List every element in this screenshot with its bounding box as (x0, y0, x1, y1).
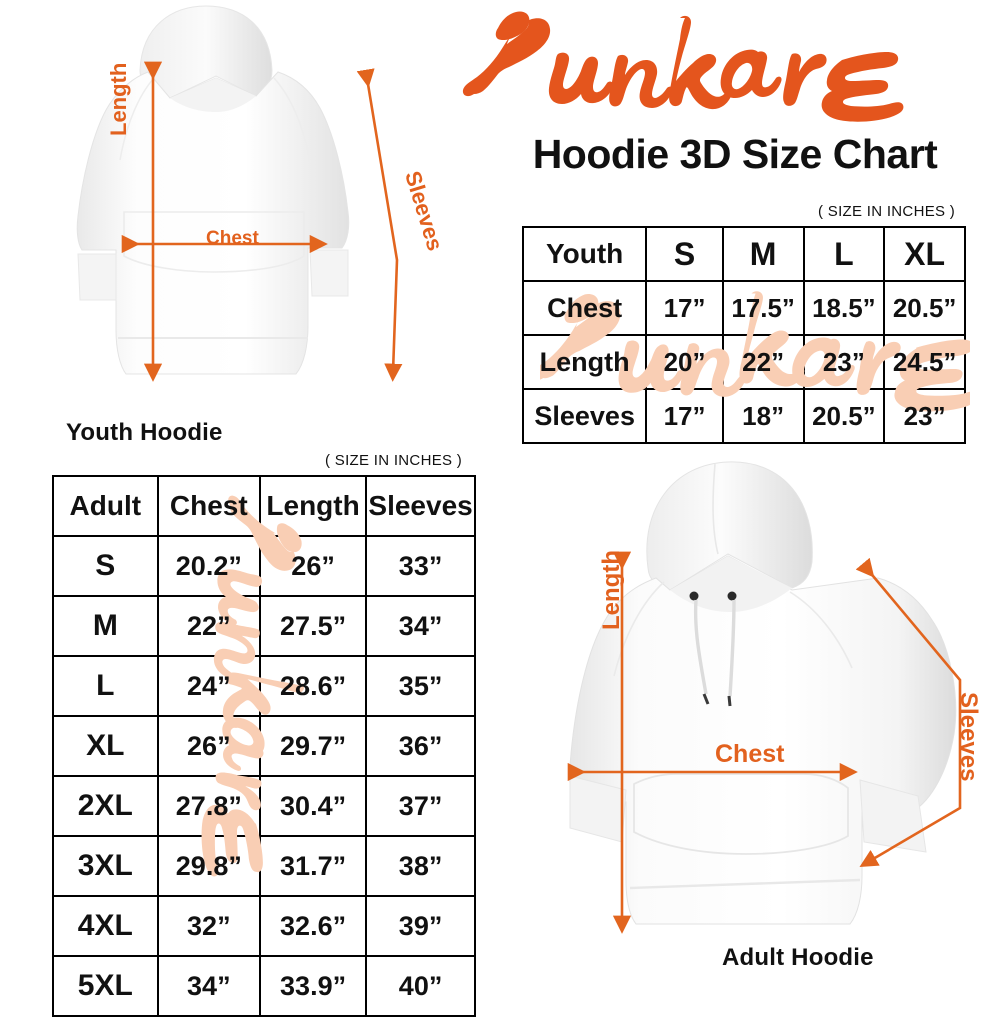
table-row: L 24” 28.6” 35” (52, 655, 476, 717)
table-row: Chest 17” 17.5” 18.5” 20.5” (521, 280, 966, 336)
adult-3xl-sleeves: 38” (365, 835, 476, 897)
adult-xl-length: 29.7” (258, 715, 368, 777)
youth-col-m: M (721, 226, 805, 282)
table-row-header: Youth S M L XL (521, 226, 966, 282)
adult-l-chest: 24” (156, 655, 262, 717)
adult-3xl-chest: 29.8” (156, 835, 262, 897)
adult-chest-label: Chest (715, 740, 785, 768)
adult-row-label-2xl: 2XL (52, 775, 159, 837)
youth-sleeves-m: 18” (721, 388, 805, 444)
youth-chest-m: 17.5” (721, 280, 805, 336)
youth-size-table: Youth S M L XL Chest 17” 17.5” 18.5” 20.… (521, 226, 966, 444)
youth-col-l: L (802, 226, 886, 282)
youth-row-label-sleeves: Sleeves (521, 388, 648, 444)
youth-row-label-length: Length (521, 334, 648, 390)
adult-4xl-sleeves: 39” (365, 895, 476, 957)
youth-length-m: 22” (721, 334, 805, 390)
adult-xl-sleeves: 36” (365, 715, 476, 777)
youth-sleeves-xl: 23” (883, 388, 966, 444)
youth-length-l: 23” (802, 334, 886, 390)
table-row: Sleeves 17” 18” 20.5” 23” (521, 388, 966, 444)
youth-length-s: 20” (645, 334, 724, 390)
table-row: Length 20” 22” 23” 24.5” (521, 334, 966, 390)
youth-chest-l: 18.5” (802, 280, 886, 336)
adult-2xl-length: 30.4” (258, 775, 368, 837)
page-title: Hoodie 3D Size Chart (532, 131, 938, 177)
adult-row-label-l: L (52, 655, 159, 717)
adult-row-label-4xl: 4XL (52, 895, 159, 957)
adult-l-sleeves: 35” (365, 655, 476, 717)
table-row: S 20.2” 26” 33” (52, 535, 476, 597)
adult-4xl-length: 32.6” (258, 895, 368, 957)
adult-sleeves-label: Sleeves (955, 692, 982, 782)
adult-5xl-chest: 34” (156, 955, 262, 1017)
adult-s-sleeves: 33” (365, 535, 476, 597)
table-row-header: Adult Chest Length Sleeves (52, 475, 476, 537)
youth-size-unit-note: ( SIZE IN INCHES ) (818, 203, 956, 220)
adult-2xl-sleeves: 37” (365, 775, 476, 837)
adult-m-length: 27.5” (258, 595, 368, 657)
adult-5xl-length: 33.9” (258, 955, 368, 1017)
youth-length-label: Length (106, 62, 131, 136)
adult-row-label-m: M (52, 595, 159, 657)
adult-size-unit-note: ( SIZE IN INCHES ) (325, 452, 463, 469)
adult-l-length: 28.6” (258, 655, 368, 717)
youth-col-xl: XL (883, 226, 966, 282)
adult-m-chest: 22” (156, 595, 262, 657)
dunkare-logo (462, 8, 982, 128)
adult-header-cell: Adult (52, 475, 159, 537)
table-row: XL 26” 29.7” 36” (52, 715, 476, 777)
adult-row-label-5xl: 5XL (52, 955, 159, 1017)
adult-size-table: Adult Chest Length Sleeves S 20.2” 26” 3… (52, 475, 476, 1017)
adult-length-label: Length (598, 550, 625, 630)
adult-hoodie-illustration: Length Chest Sleeves (560, 450, 1000, 950)
table-row: 2XL 27.8” 30.4” 37” (52, 775, 476, 837)
youth-chest-xl: 20.5” (883, 280, 966, 336)
adult-2xl-chest: 27.8” (156, 775, 262, 837)
adult-row-label-s: S (52, 535, 159, 597)
adult-s-chest: 20.2” (156, 535, 262, 597)
table-row: M 22” 27.5” 34” (52, 595, 476, 657)
youth-hoodie-caption: Youth Hoodie (66, 419, 223, 446)
youth-chest-label: Chest (206, 228, 259, 249)
adult-row-label-3xl: 3XL (52, 835, 159, 897)
adult-col-sleeves: Sleeves (365, 475, 476, 537)
youth-col-s: S (645, 226, 724, 282)
adult-3xl-length: 31.7” (258, 835, 368, 897)
youth-chest-s: 17” (645, 280, 724, 336)
youth-header-cell: Youth (521, 226, 648, 282)
adult-xl-chest: 26” (156, 715, 262, 777)
youth-hoodie-illustration: Length Chest Sleeves (20, 0, 480, 420)
adult-s-length: 26” (258, 535, 368, 597)
adult-col-length: Length (258, 475, 368, 537)
adult-m-sleeves: 34” (365, 595, 476, 657)
table-row: 5XL 34” 33.9” 40” (52, 955, 476, 1017)
adult-hoodie-caption: Adult Hoodie (722, 944, 874, 971)
adult-row-label-xl: XL (52, 715, 159, 777)
table-row: 3XL 29.8” 31.7” 38” (52, 835, 476, 897)
adult-4xl-chest: 32” (156, 895, 262, 957)
adult-5xl-sleeves: 40” (365, 955, 476, 1017)
youth-sleeves-s: 17” (645, 388, 724, 444)
table-row: 4XL 32” 32.6” 39” (52, 895, 476, 957)
youth-length-xl: 24.5” (883, 334, 966, 390)
youth-row-label-chest: Chest (521, 280, 648, 336)
adult-col-chest: Chest (156, 475, 262, 537)
youth-sleeves-l: 20.5” (802, 388, 886, 444)
